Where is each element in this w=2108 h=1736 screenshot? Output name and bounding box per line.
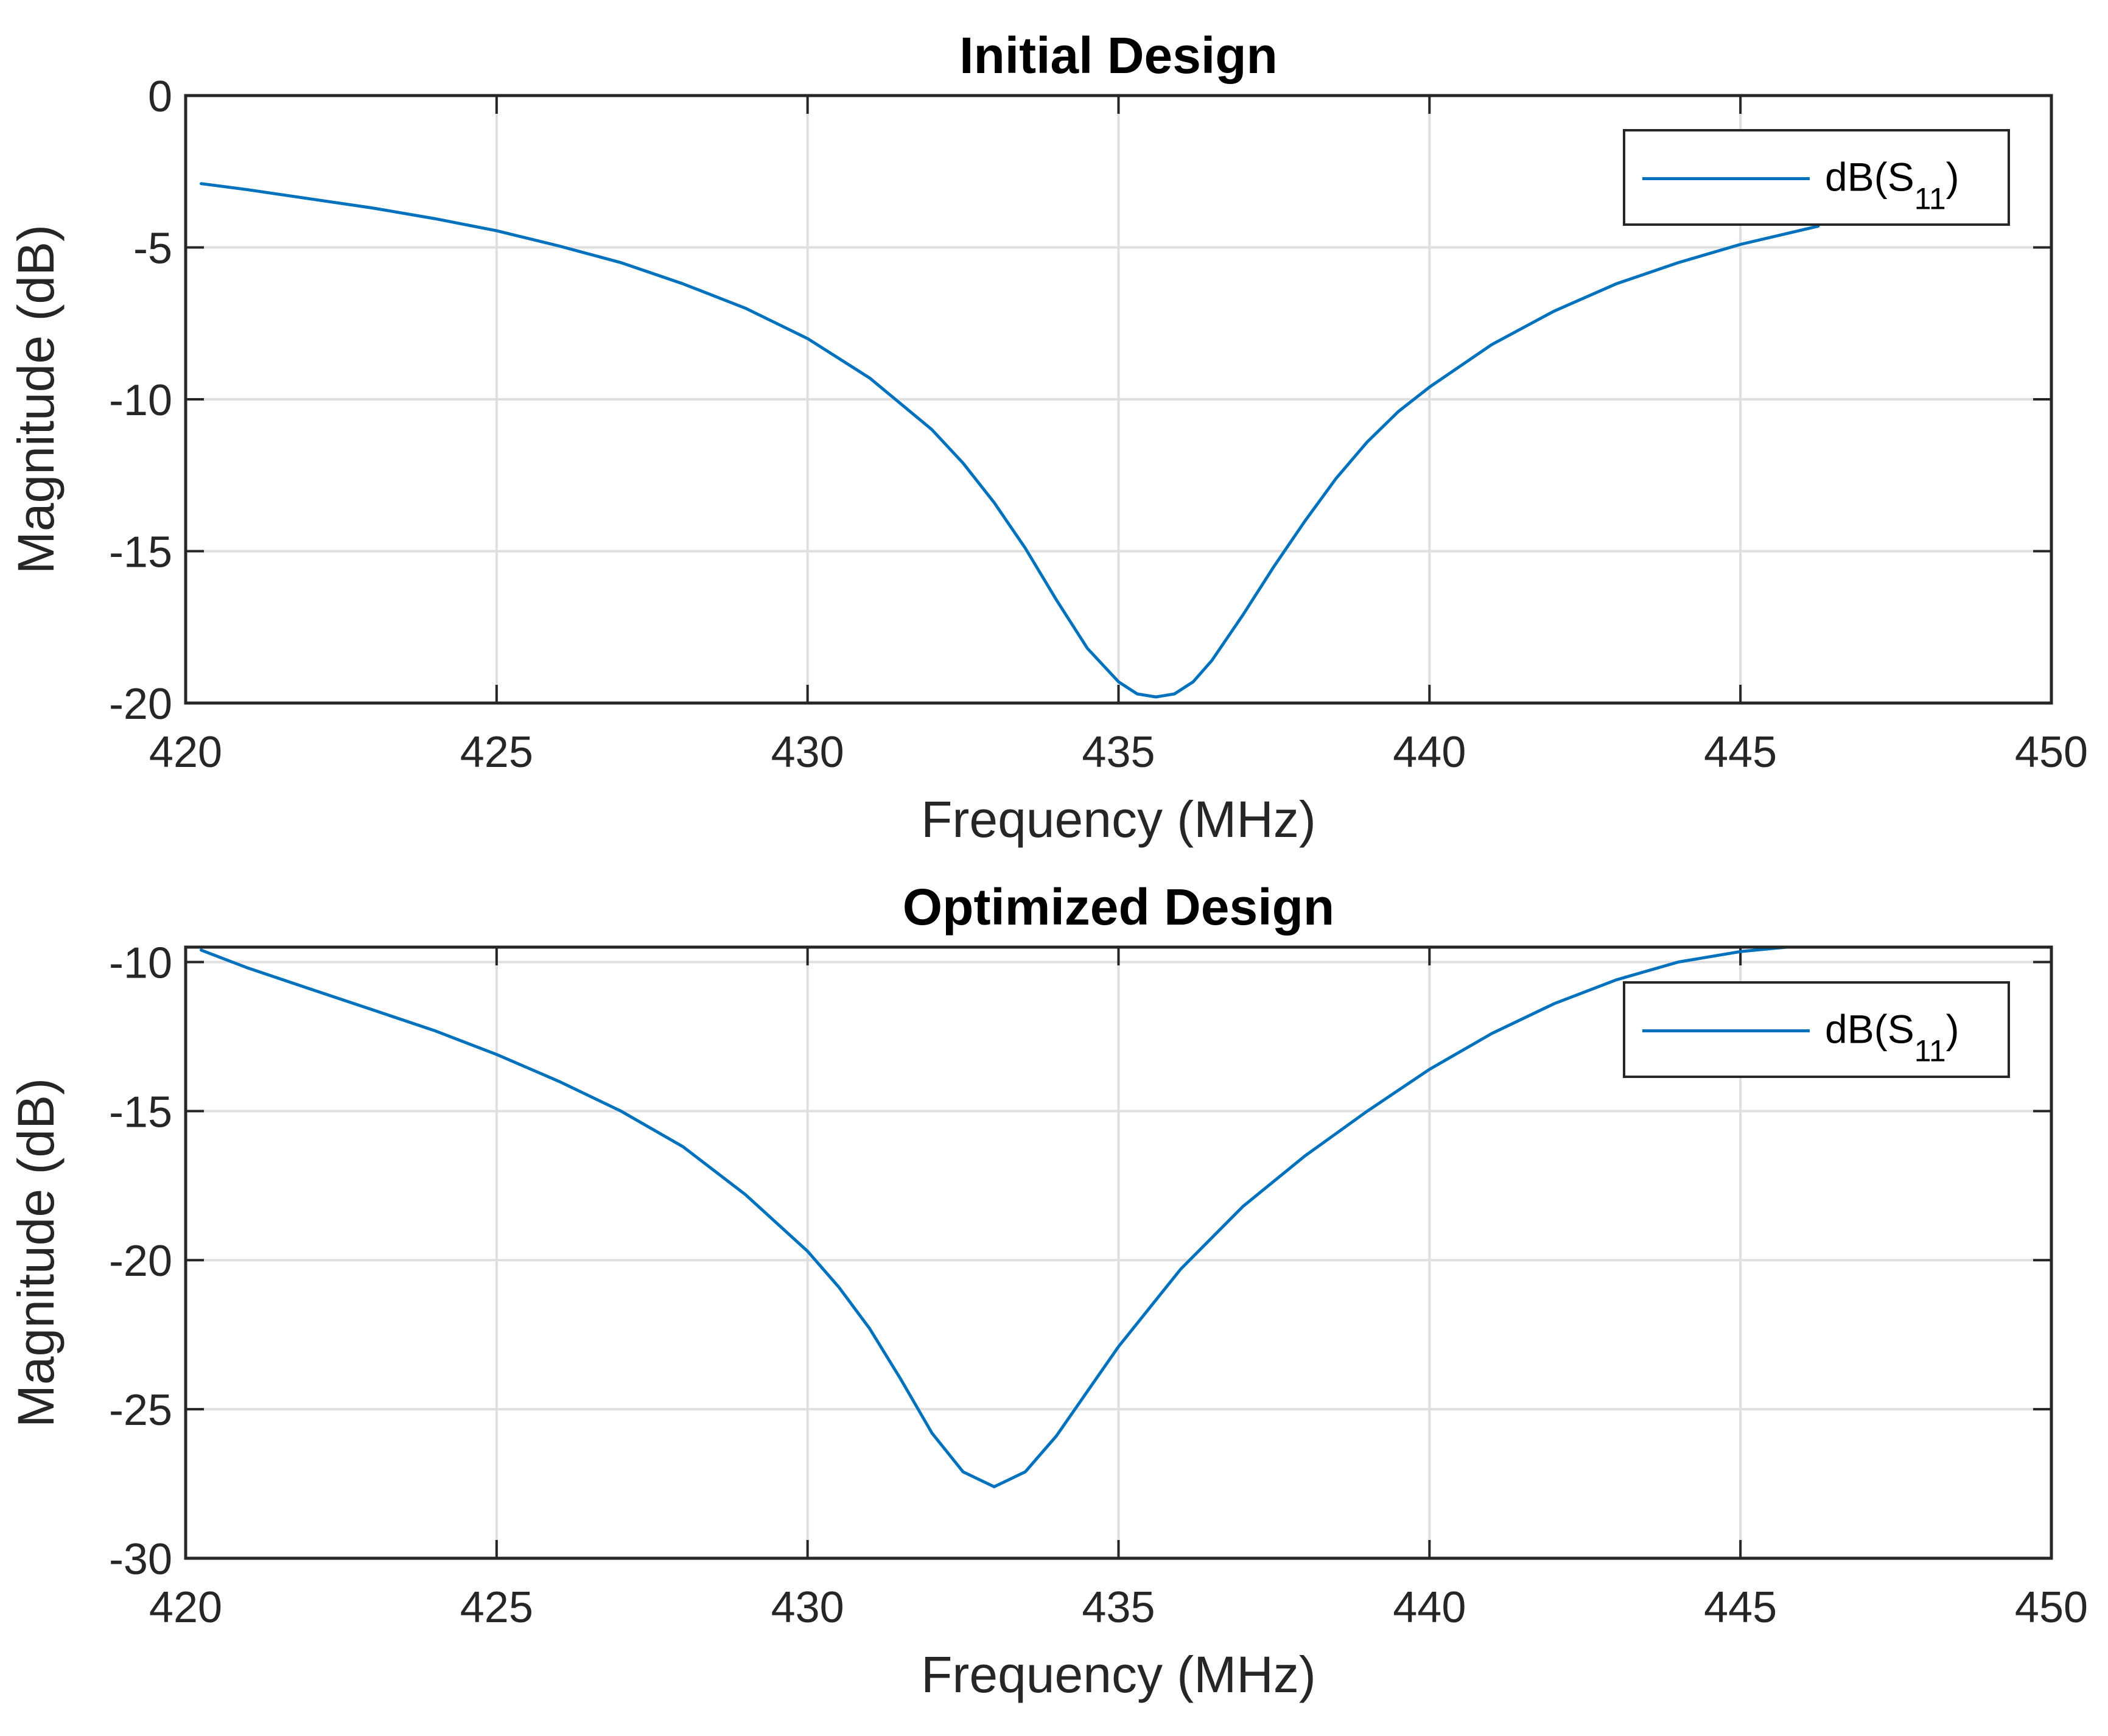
legend: dB(S11) [1623,129,2010,226]
x-tick-label: 420 [149,1583,222,1632]
chart-2: 420 425 430 435 440 445 450 -10 -15 -20 -25 -30 Opti… [7,878,2088,1703]
legend-label-close: ) [1946,1007,1959,1052]
x-tick-label: 450 [2015,1583,2088,1632]
y-tick-label: 0 [148,72,172,121]
legend-label-main: dB(S [1825,155,1914,200]
legend-label: dB(S11) [1825,1007,1959,1068]
x-tick-label: 435 [1082,728,1155,777]
y-axis-label: Magnitude (dB) [7,225,65,574]
y-tick-label: -5 [133,225,172,273]
chart-title: Optimized Design [903,878,1334,936]
legend: dB(S11) [1623,981,2010,1078]
x-tick-label: 430 [771,1583,844,1632]
legend-label-close: ) [1946,155,1959,200]
axes-box [184,945,2053,1560]
x-tick-label: 440 [1393,728,1466,777]
x-tick-label: 420 [149,728,222,777]
x-tick-label: 450 [2015,728,2088,777]
series-line-s11 [200,947,1803,1488]
legend-label-main: dB(S [1825,1007,1914,1052]
y-tick-label: -10 [109,939,172,987]
x-axis-label: Frequency (MHz) [921,1646,1316,1703]
y-tick-label: -20 [109,1237,172,1286]
x-tick-label: 445 [1704,728,1777,777]
y-tick-label: -10 [109,376,172,425]
x-axis-label: Frequency (MHz) [921,791,1316,848]
legend-label-subscript: 11 [1914,1034,1946,1068]
x-tick-label: 445 [1704,1583,1777,1632]
y-tick-label: -25 [109,1386,172,1435]
x-tick-label: 430 [771,728,844,777]
y-tick-label: -15 [109,528,172,577]
x-tick-label: 440 [1393,1583,1466,1632]
x-tick-label: 425 [460,728,533,777]
chart-1: 420 425 430 435 440 445 450 0 -5 -10 -15 -20 Initial… [7,27,2088,848]
y-tick-label: -15 [109,1088,172,1136]
y-axis-label: Magnitude (dB) [7,1078,65,1427]
x-tick-label: 425 [460,1583,533,1632]
chart-title: Initial Design [959,27,1278,84]
legend-label-subscript: 11 [1914,182,1946,216]
legend-label: dB(S11) [1825,155,1959,216]
y-tick-label: -20 [109,680,172,729]
series-line-s11 [200,182,1820,699]
y-tick-label: -30 [109,1535,172,1584]
x-tick-label: 435 [1082,1583,1155,1632]
axes-box [184,94,2053,705]
